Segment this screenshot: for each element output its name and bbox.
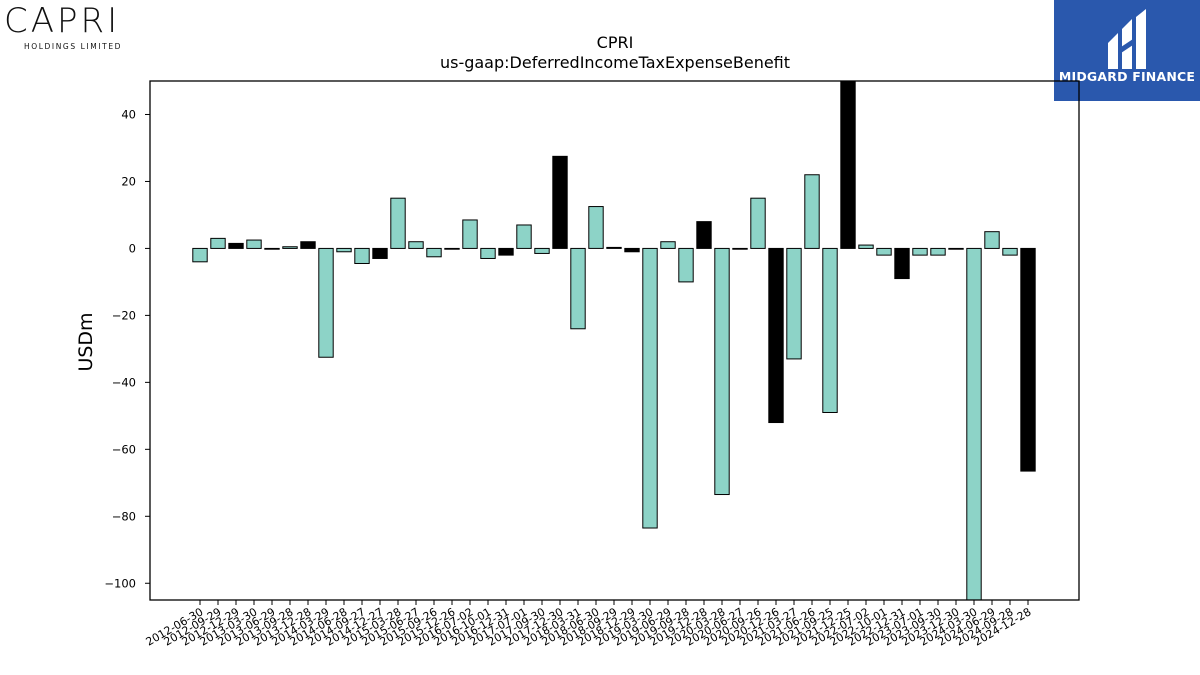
- capri-logo-subtitle: HOLDINGS LIMITED: [24, 42, 123, 51]
- y-axis-label: USDm: [75, 312, 97, 371]
- midgard-finance-logo: MIDGARD FINANCE: [1054, 0, 1200, 101]
- bar: [786, 247, 802, 360]
- bar: [966, 247, 982, 600]
- bar: [372, 247, 388, 259]
- bar: [552, 155, 568, 249]
- capri-logo-wordmark: CAPRI: [4, 1, 121, 41]
- chart-title: CPRI: [597, 33, 634, 52]
- y-tick-label: 0: [129, 241, 136, 255]
- bars-group: [192, 81, 1036, 600]
- bar: [246, 239, 262, 249]
- capri-logo: CAPRI HOLDINGS LIMITED: [4, 2, 150, 52]
- bar: [336, 247, 352, 253]
- bar: [390, 197, 406, 249]
- bar: [426, 247, 442, 258]
- midgard-finance-wordmark: MIDGARD FINANCE: [1058, 69, 1196, 84]
- plot-frame: [149, 80, 1080, 601]
- chart-subtitle: us-gaap:DeferredIncomeTaxExpenseBenefit: [440, 53, 790, 72]
- y-tick-label: −20: [112, 308, 136, 322]
- bar: [588, 206, 604, 249]
- bar: [282, 246, 298, 249]
- bar: [984, 231, 1000, 249]
- y-tick-label: 20: [121, 174, 136, 188]
- bar: [714, 247, 730, 496]
- bar: [912, 247, 928, 256]
- bar: [822, 247, 838, 413]
- bar: [462, 219, 478, 249]
- bar: [642, 247, 658, 529]
- bar: [840, 81, 856, 249]
- bar: [534, 247, 550, 254]
- bar: [498, 247, 514, 256]
- bar: [948, 247, 964, 250]
- bar: [408, 241, 424, 249]
- bar: [480, 247, 496, 259]
- bar: [696, 221, 712, 249]
- bar: [930, 247, 946, 256]
- bar: [876, 247, 892, 256]
- bar: [444, 247, 460, 250]
- bar: [1002, 247, 1018, 256]
- bar: [210, 237, 226, 249]
- bar: [894, 247, 910, 280]
- y-tick-label: 40: [121, 107, 136, 121]
- y-tick-label: −40: [112, 375, 136, 389]
- bar: [804, 174, 820, 249]
- bar: [768, 247, 784, 424]
- y-tick-label: −100: [104, 576, 136, 590]
- bar: [570, 247, 586, 330]
- bar: [264, 247, 280, 250]
- bar: [318, 247, 334, 358]
- bar: [354, 247, 370, 264]
- bar: [732, 247, 748, 250]
- bar: [228, 242, 244, 249]
- midgard-mark-icon: [1108, 9, 1146, 69]
- bar: [300, 241, 316, 249]
- bar: [606, 246, 622, 249]
- bar: [624, 247, 640, 253]
- y-tick-label: −60: [112, 442, 136, 456]
- bar: [1020, 247, 1036, 472]
- bar: [750, 197, 766, 249]
- bar: [678, 247, 694, 283]
- bar: [660, 241, 676, 249]
- y-tick-label: −80: [112, 509, 136, 523]
- bar: [858, 244, 874, 249]
- bar: [516, 224, 532, 249]
- bar: [192, 247, 208, 263]
